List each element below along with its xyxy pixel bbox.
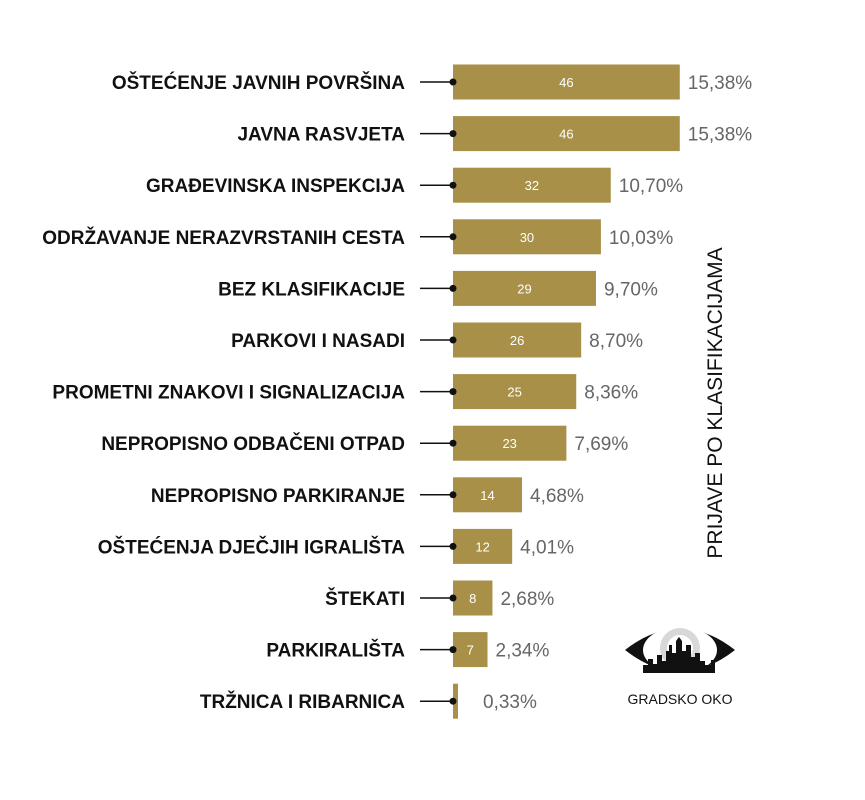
category-label: OŠTEĆENJA DJEČJIH IGRALIŠTA: [98, 536, 405, 558]
category-label: GRAĐEVINSKA INSPEKCIJA: [146, 176, 405, 197]
percent-label: 15,38%: [688, 125, 753, 146]
category-label: PROMETNI ZNAKOVI I SIGNALIZACIJA: [52, 383, 405, 404]
bar: [453, 322, 582, 358]
bar-value-label: 32: [525, 178, 539, 193]
bar-value-label: 30: [520, 230, 534, 245]
bar-value-label: 1: [466, 694, 473, 709]
bar-value-label: 12: [475, 539, 489, 554]
bar: [453, 477, 523, 513]
bar: [453, 528, 513, 564]
bar: [453, 219, 601, 255]
percent-label: 4,68%: [530, 486, 584, 507]
city-eye-icon: [625, 627, 735, 673]
bar: [453, 270, 596, 306]
percent-label: 10,03%: [609, 228, 674, 249]
category-label: NEPROPISNO ODBAČENI OTPAD: [101, 433, 405, 455]
leader-dot: [449, 491, 457, 499]
logo-text: GRADSKO OKO: [627, 691, 733, 707]
bar-value-label: 8: [469, 591, 476, 606]
bar-value-label: 25: [507, 385, 521, 400]
bar-value-label: 23: [502, 436, 516, 451]
bar-value-label: 29: [517, 281, 531, 296]
leader-dot: [449, 646, 457, 654]
gradsko-oko-logo: GRADSKO OKO: [610, 615, 750, 707]
category-label: JAVNA RASVJETA: [237, 125, 405, 146]
bar-value-label: 26: [510, 333, 524, 348]
percent-label: 8,70%: [589, 331, 643, 352]
leader-dot: [449, 439, 457, 447]
percent-label: 15,38%: [688, 73, 753, 94]
bar: [453, 116, 680, 152]
category-label: ŠTEKATI: [325, 588, 405, 610]
percent-label: 9,70%: [604, 279, 658, 300]
category-label: PARKOVI I NASADI: [231, 331, 405, 352]
category-label: TRŽNICA I RIBARNICA: [200, 691, 405, 713]
bar: [453, 580, 493, 616]
percent-label: 10,70%: [619, 176, 684, 197]
bar-value-label: 46: [559, 127, 573, 142]
leader-dot: [449, 542, 457, 550]
leader-dot: [449, 336, 457, 344]
leader-dot: [449, 284, 457, 292]
bar: [453, 64, 680, 100]
percent-label: 7,69%: [574, 434, 628, 455]
bar: [453, 425, 567, 461]
bar: [453, 167, 611, 203]
category-label: PARKIRALIŠTA: [266, 640, 405, 662]
leader-dot: [449, 388, 457, 396]
percent-label: 2,68%: [500, 589, 554, 610]
leader-dot: [449, 130, 457, 138]
leader-dot: [449, 78, 457, 86]
bar-value-label: 7: [467, 643, 474, 658]
percent-label: 8,36%: [584, 383, 638, 404]
bar-value-label: 46: [559, 75, 573, 90]
bar: [453, 632, 488, 668]
bar-value-label: 14: [480, 488, 494, 503]
percent-label: 2,34%: [496, 641, 550, 662]
leader-dot: [449, 233, 457, 241]
category-label: OŠTEĆENJE JAVNIH POVRŠINA: [112, 72, 405, 94]
category-label: NEPROPISNO PARKIRANJE: [151, 486, 405, 507]
percent-label: 0,33%: [483, 692, 537, 713]
chart-axis-title: PRIJAVE PO KLASIFIKACIJAMA: [704, 247, 727, 559]
category-label: BEZ KLASIFIKACIJE: [218, 279, 405, 300]
percent-label: 4,01%: [520, 537, 574, 558]
leader-dot: [449, 594, 457, 602]
bar: [453, 374, 577, 410]
leader-dot: [449, 181, 457, 189]
leader-dot: [449, 697, 457, 705]
category-label: ODRŽAVANJE NERAZVRSTANIH CESTA: [42, 227, 405, 249]
